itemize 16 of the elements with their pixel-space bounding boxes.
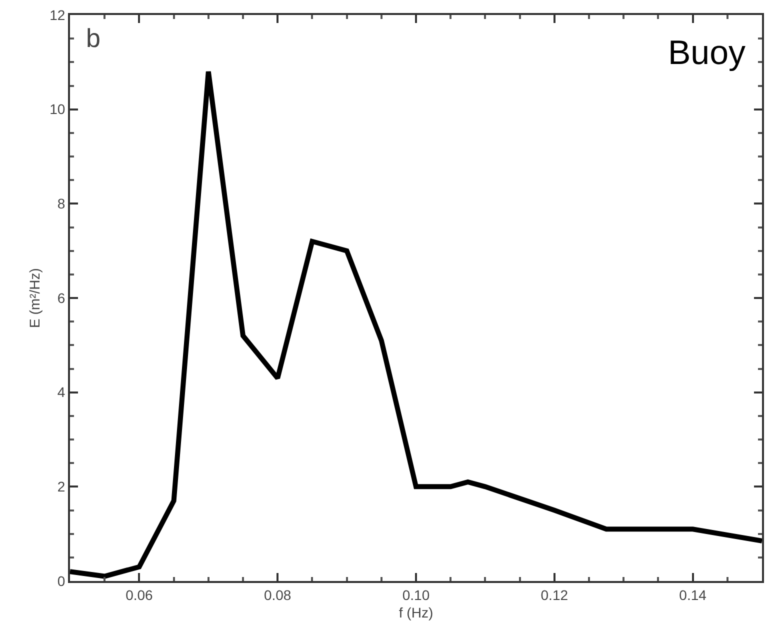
y-tick-label: 12 (50, 6, 66, 23)
y-tick-label: 6 (57, 290, 66, 306)
y-tick-label: 2 (57, 478, 66, 495)
y-tick-label: 0 (57, 572, 66, 589)
y-tick-label: 4 (57, 384, 66, 400)
x-tick-label: 0.10 (402, 586, 430, 603)
y-tick-label: 8 (57, 196, 66, 212)
x-tick-label: 0.06 (126, 586, 154, 603)
y-axis-title: E (m²/Hz) (26, 268, 43, 328)
y-tick-label: 10 (50, 101, 66, 118)
x-axis-title: f (Hz) (398, 604, 434, 621)
x-tick-label: 0.14 (679, 586, 707, 603)
annotation: b (86, 23, 100, 53)
annotation: Buoy (668, 34, 746, 72)
x-tick-label: 0.12 (540, 586, 568, 603)
x-tick-label: 0.08 (264, 586, 292, 603)
